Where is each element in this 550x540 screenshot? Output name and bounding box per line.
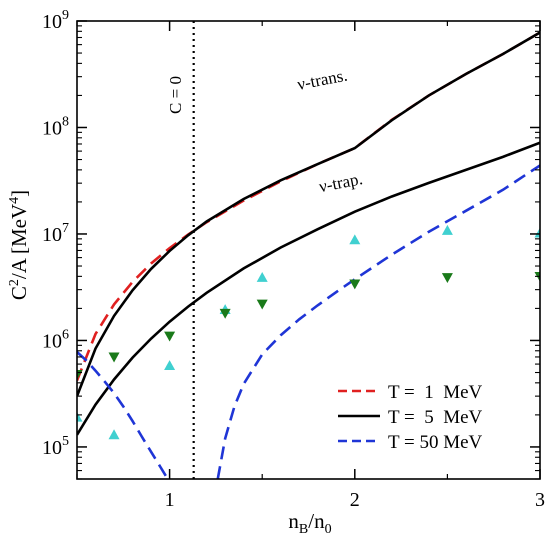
- data-point-triangle-up: [256, 272, 268, 282]
- data-point-triangle-down: [108, 352, 120, 363]
- plot-area: [77, 21, 540, 479]
- ticks-layer: 1 2 3 105 106 107 108 109: [42, 8, 545, 511]
- y-tick-label: 109: [42, 8, 69, 33]
- y-tick-label: 108: [42, 114, 69, 139]
- legend-label: T = 50 MeV: [388, 432, 483, 453]
- series-line-2: [77, 141, 540, 436]
- data-point-triangle-down: [164, 331, 176, 342]
- x-tick-label: 1: [165, 489, 175, 511]
- data-point-triangle-down: [534, 271, 540, 282]
- annotation-layer: C = 0 ν-trans. ν-trap.: [166, 66, 364, 197]
- y-tick-label: 107: [42, 221, 69, 246]
- data-point-triangle-up: [164, 360, 176, 371]
- x-axis-title-mid: /n: [308, 509, 325, 533]
- plot-frame: [76, 20, 541, 480]
- y-axis-title: C2/A [MeV4]: [7, 190, 31, 300]
- y-axis-title-sup-1: 2: [7, 279, 22, 286]
- x-tick-label: 3: [535, 489, 545, 511]
- x-axis-title: nB/n0: [288, 509, 331, 537]
- y-axis-title-post: ]: [7, 190, 31, 197]
- data-point-triangle-down: [441, 273, 453, 284]
- y-tick-label: 105: [42, 434, 69, 459]
- data-point-triangle-down: [349, 279, 361, 290]
- data-point-triangle-up: [77, 411, 83, 422]
- series-layer: [77, 21, 540, 479]
- y-axis-title-pre: C: [7, 286, 31, 300]
- legend: T = 1 MeV T = 5 MeV T = 50 MeV: [338, 382, 483, 453]
- legend-label: T = 1 MeV: [388, 382, 483, 403]
- data-point-triangle-down: [219, 308, 231, 319]
- data-point-triangle-up: [534, 227, 540, 238]
- data-point-triangle-down: [256, 299, 268, 310]
- data-point-triangle-up: [349, 234, 361, 245]
- y-axis-title-mid: /A [MeV: [7, 204, 31, 279]
- x-axis-title-sub-2: 0: [325, 522, 332, 537]
- series-line-1: [77, 31, 540, 397]
- y-tick-label: 106: [42, 327, 69, 352]
- legend-label: T = 5 MeV: [388, 407, 483, 428]
- vline-label: C = 0: [166, 76, 185, 114]
- x-tick-label: 2: [350, 489, 360, 511]
- data-point-triangle-up: [108, 429, 120, 440]
- y-axis-title-sup-2: 4: [7, 197, 22, 204]
- series-line-4: [216, 164, 540, 479]
- series-line-3: [77, 350, 169, 479]
- data-point-triangle-up: [441, 224, 453, 235]
- x-axis-title-main: n: [288, 509, 299, 533]
- x-axis-title-sub-1: B: [299, 522, 308, 537]
